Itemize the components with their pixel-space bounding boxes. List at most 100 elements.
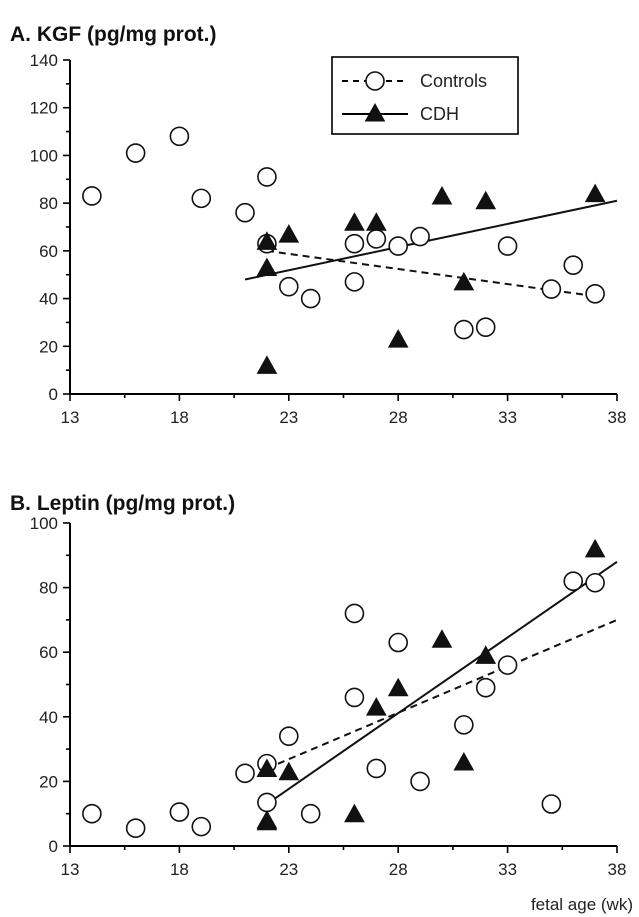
controls-point <box>475 317 496 338</box>
x-tick-label: 33 <box>498 408 517 427</box>
controls-point <box>497 655 518 675</box>
controls-point <box>169 802 190 822</box>
controls-point <box>278 276 299 297</box>
cdh-point <box>453 271 475 291</box>
y-tick-label: 20 <box>39 772 58 791</box>
cdh-point <box>365 212 387 231</box>
cdh-point <box>387 329 409 348</box>
cdh-point <box>387 677 409 697</box>
x-tick-label: 23 <box>279 408 298 427</box>
controls-point <box>475 677 496 698</box>
x-tick-label: 33 <box>498 860 517 879</box>
y-tick-label: 20 <box>39 337 58 356</box>
x-axis-label: fetal age (wk) <box>531 895 633 914</box>
controls-point <box>278 726 299 746</box>
cdh-trend-line <box>266 560 618 805</box>
y-tick-label: 80 <box>39 194 58 213</box>
controls-point <box>388 236 409 256</box>
controls-point <box>366 229 387 249</box>
y-tick-label: 0 <box>49 837 58 856</box>
controls-trend-line <box>266 249 596 298</box>
controls-point <box>585 572 605 593</box>
panel-a-title: A. KGF (pg/mg prot.) <box>10 23 216 46</box>
legend-controls-label: Controls <box>420 71 487 91</box>
y-tick-label: 100 <box>30 514 58 533</box>
x-tick-label: 38 <box>608 408 627 427</box>
x-tick-label: 28 <box>389 860 408 879</box>
legend-controls-marker <box>365 71 385 91</box>
controls-point <box>410 771 430 792</box>
controls-point <box>235 202 255 223</box>
controls-point <box>410 226 430 247</box>
cdh-point <box>584 538 606 558</box>
cdh-point <box>475 190 497 210</box>
legend-box <box>331 56 519 135</box>
controls-point <box>541 279 562 299</box>
controls-point <box>169 126 190 147</box>
y-tick-label: 120 <box>30 99 58 118</box>
panel-b: 0 20 40 60 80 100 13 18 23 28 33 38 <box>30 514 627 879</box>
cdh-point <box>365 697 387 716</box>
cdh-point <box>278 224 300 243</box>
x-tick-label: 23 <box>279 860 298 879</box>
controls-point <box>191 188 212 209</box>
x-tick-label: 13 <box>61 860 80 879</box>
controls-point <box>235 763 255 784</box>
cdh-point <box>344 803 365 823</box>
y-tick-label: 60 <box>39 643 58 662</box>
controls-point <box>125 143 146 163</box>
controls-point <box>257 167 277 187</box>
cdh-point <box>584 183 606 203</box>
cdh-point <box>278 761 300 781</box>
legend: Controls CDH <box>331 56 519 135</box>
controls-point <box>344 687 365 708</box>
controls-point <box>366 758 387 779</box>
y-tick-label: 100 <box>30 146 58 165</box>
legend-cdh-marker <box>364 102 386 122</box>
controls-point <box>541 794 562 814</box>
legend-cdh-label: CDH <box>420 104 459 124</box>
cdh-point <box>431 629 453 648</box>
y-tick-label: 60 <box>39 242 58 261</box>
x-tick-label: 28 <box>389 408 408 427</box>
cdh-point <box>344 212 365 231</box>
controls-point <box>300 803 321 824</box>
cdh-point <box>453 751 475 771</box>
x-tick-label: 18 <box>170 408 189 427</box>
controls-point <box>300 288 321 309</box>
controls-point <box>454 319 474 340</box>
cdh-point <box>256 811 278 831</box>
cdh-point <box>475 645 497 664</box>
y-tick-label: 80 <box>39 579 58 598</box>
controls-trend-line <box>266 618 618 770</box>
cdh-point <box>256 231 278 250</box>
controls-point <box>344 233 365 254</box>
x-tick-label: 18 <box>170 860 189 879</box>
cdh-point <box>431 185 453 205</box>
cdh-point <box>256 758 278 777</box>
controls-point <box>191 816 212 837</box>
panel-b-title: B. Leptin (pg/mg prot.) <box>10 492 235 515</box>
controls-point <box>82 803 102 824</box>
controls-point <box>125 818 146 839</box>
controls-point <box>585 283 605 304</box>
controls-point <box>82 186 102 206</box>
controls-point <box>344 272 365 292</box>
controls-point <box>563 255 584 275</box>
cdh-trend-line <box>244 199 618 281</box>
cdh-point <box>256 355 278 374</box>
y-tick-label: 140 <box>30 51 58 70</box>
controls-point <box>454 715 474 735</box>
y-tick-label: 40 <box>39 290 58 309</box>
y-tick-label: 40 <box>39 708 58 727</box>
controls-point <box>563 571 584 591</box>
controls-point <box>497 236 518 256</box>
cdh-point <box>256 257 278 277</box>
x-tick-label: 38 <box>608 860 627 879</box>
y-tick-label: 0 <box>49 385 58 404</box>
x-tick-label: 13 <box>61 408 80 427</box>
controls-point <box>344 603 365 624</box>
controls-point <box>257 792 277 813</box>
panel-a: 0 20 40 60 80 100 120 140 13 18 23 28 33 38 <box>30 51 627 427</box>
